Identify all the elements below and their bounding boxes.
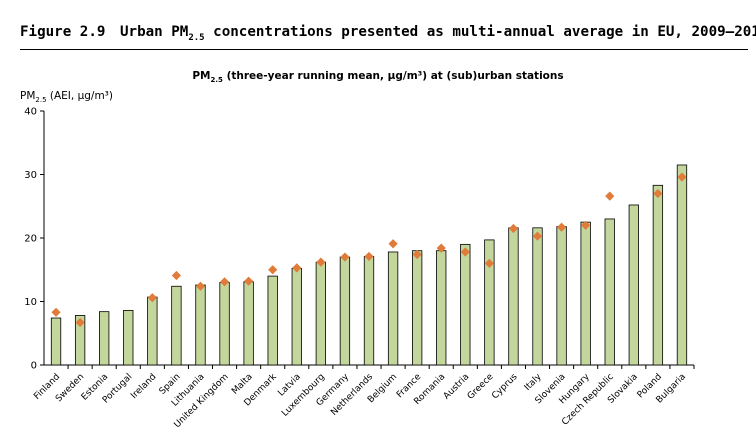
marker-point [171,270,182,281]
marker-point [412,249,422,260]
bar [147,296,158,366]
bar [556,226,567,366]
bar [508,227,519,366]
bar [652,184,664,366]
bar [676,164,688,366]
marker-point [316,257,326,267]
bar [99,311,110,366]
marker-point [268,265,278,275]
marker-point [605,191,615,201]
bar [363,256,375,366]
chart-title: PM2.5 (three-year running mean, µg/m³) a… [192,70,564,85]
bar [484,239,495,366]
category-label: Italy [523,372,544,393]
bar [243,281,254,366]
y-tick-label: 40 [24,107,37,118]
bar [195,284,206,366]
bar [628,204,639,366]
marker-point [436,243,446,253]
bar [580,221,591,366]
bar [123,309,134,366]
marker-point [292,263,302,273]
marker-point [195,281,206,291]
marker-point [581,220,591,230]
bar [411,250,423,366]
bar [604,218,615,366]
marker-point [484,258,494,268]
category-label: Cyprus [490,372,520,402]
y-tick-label: 30 [24,170,37,181]
bar [219,282,230,366]
y-tick-label: 0 [31,361,37,372]
marker-point [244,276,254,286]
marker-point [219,277,230,287]
marker-point [340,252,350,262]
marker-point [556,222,567,232]
bar [291,268,302,366]
marker-point [147,293,157,303]
bar [339,256,351,366]
figure-number: Figure 2.9 [20,24,106,40]
marker-point [508,223,519,234]
bar [532,227,543,366]
marker-point [653,188,663,199]
figure-title: Urban PM2.5 concentrations presented as … [120,24,756,43]
y-tick-label: 20 [24,234,37,245]
bar [387,251,399,366]
bar [315,261,327,366]
bar [50,317,62,366]
figure-header: Figure 2.9 Urban PM2.5 concentrations pre… [20,24,756,50]
y-axis-label: PM2.5 (AEI, µg/m³) [20,90,113,105]
bar [460,243,471,366]
y-tick-label: 10 [24,297,37,308]
marker-point [532,231,543,241]
bar [267,275,278,366]
marker-point [51,307,61,317]
marker-point [364,251,374,262]
marker-point [677,172,687,182]
bar [171,285,182,366]
marker-point [460,247,470,257]
marker-point [75,317,85,328]
category-label: Ireland [129,372,158,401]
bar [74,315,86,366]
marker-point [388,239,398,249]
category-label: Greece [466,372,496,402]
bar [436,250,447,366]
